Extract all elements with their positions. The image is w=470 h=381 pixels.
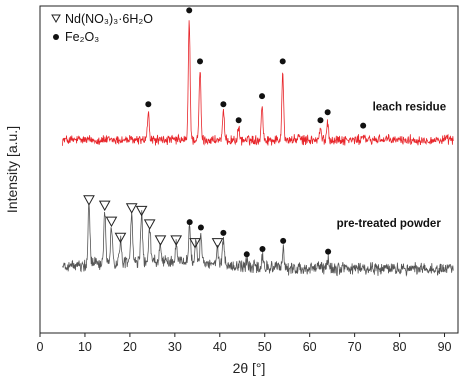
nd-nitrate-marker	[170, 235, 183, 246]
legend-label-fe2o3: Fe₂O₃	[65, 30, 99, 44]
fe2o3-marker	[259, 93, 266, 100]
fe2o3-marker	[197, 58, 204, 65]
x-tick-label: 20	[123, 340, 137, 354]
nd-nitrate-marker	[114, 232, 127, 244]
nd-nitrate-marker	[98, 200, 111, 212]
fe2o3-marker	[259, 245, 266, 252]
x-tick-label: 60	[303, 340, 317, 354]
fe2o3-marker	[325, 248, 332, 255]
x-tick-label: 70	[348, 340, 362, 354]
series-line	[62, 20, 454, 146]
fe2o3-marker	[186, 7, 193, 14]
x-tick-label: 30	[168, 340, 182, 354]
x-axis-title: 2θ [°]	[233, 360, 266, 376]
nd-nitrate-marker	[105, 216, 118, 228]
fe2o3-marker	[220, 101, 227, 108]
x-tick-label: 80	[393, 340, 407, 354]
series-label-leach-residue: leach residue	[373, 102, 447, 114]
fe2o3-marker	[324, 109, 331, 116]
fe2o3-marker	[235, 117, 242, 124]
fe2o3-marker	[280, 237, 287, 244]
fe2o3-marker	[317, 117, 324, 124]
fe2o3-marker	[243, 251, 250, 258]
nd-nitrate-marker	[125, 203, 138, 214]
x-axis: 0 10 20 30 40 50 60 70 80 90	[37, 333, 452, 354]
x-tick-label: 40	[213, 340, 227, 354]
nd-nitrate-marker	[154, 235, 167, 246]
x-tick-label: 90	[438, 340, 452, 354]
fe2o3-marker	[360, 122, 367, 129]
nd-nitrate-marker	[189, 238, 201, 249]
legend: Nd(NO₃)₃·6H₂O Fe₂O₃	[51, 12, 153, 44]
series-line	[62, 203, 454, 277]
y-axis-title: Intensity [a.u.]	[4, 126, 20, 213]
fe2o3-marker	[197, 224, 204, 231]
nd-nitrate-marker	[143, 219, 156, 230]
nd-nitrate-marker	[211, 238, 224, 249]
fe2o3-marker	[279, 58, 286, 65]
fe2o3-marker	[220, 229, 227, 236]
series-label-pre-treated-powder: pre-treated powder	[337, 218, 442, 230]
nd-nitrate-marker	[83, 195, 95, 206]
legend-circle-marker	[53, 34, 59, 40]
legend-label-nd-nitrate: Nd(NO₃)₃·6H₂O	[65, 12, 153, 26]
nd-nitrate-marker	[135, 205, 148, 217]
plot-area	[62, 7, 454, 277]
fe2o3-marker	[186, 219, 193, 226]
legend-triangle-marker	[51, 14, 61, 24]
x-tick-label: 10	[78, 340, 92, 354]
fe2o3-marker	[145, 101, 152, 108]
x-tick-label: 0	[37, 340, 44, 354]
x-tick-label: 50	[258, 340, 272, 354]
plot-frame	[39, 5, 459, 334]
